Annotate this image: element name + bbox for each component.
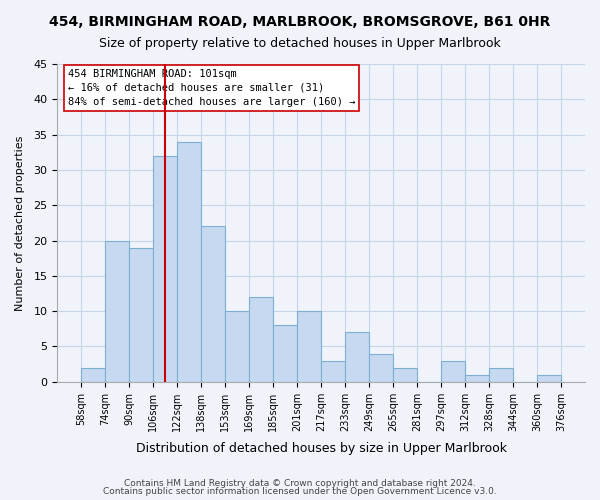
Bar [441,360,465,382]
Bar [489,368,513,382]
Text: 454 BIRMINGHAM ROAD: 101sqm
← 16% of detached houses are smaller (31)
84% of sem: 454 BIRMINGHAM ROAD: 101sqm ← 16% of det… [68,69,355,107]
Text: Contains public sector information licensed under the Open Government Licence v3: Contains public sector information licen… [103,487,497,496]
Bar [297,311,321,382]
Bar [105,240,129,382]
Bar [201,226,225,382]
Bar [273,326,297,382]
Bar [321,360,345,382]
Text: 454, BIRMINGHAM ROAD, MARLBROOK, BROMSGROVE, B61 0HR: 454, BIRMINGHAM ROAD, MARLBROOK, BROMSGR… [49,15,551,29]
Bar [225,311,249,382]
Bar [369,354,393,382]
Bar [537,374,561,382]
Y-axis label: Number of detached properties: Number of detached properties [15,135,25,310]
Bar [129,248,153,382]
Bar [249,297,273,382]
Bar [177,142,201,382]
Bar [465,374,489,382]
X-axis label: Distribution of detached houses by size in Upper Marlbrook: Distribution of detached houses by size … [136,442,506,455]
Text: Contains HM Land Registry data © Crown copyright and database right 2024.: Contains HM Land Registry data © Crown c… [124,478,476,488]
Bar [345,332,369,382]
Bar [81,368,105,382]
Bar [153,156,177,382]
Bar [393,368,417,382]
Text: Size of property relative to detached houses in Upper Marlbrook: Size of property relative to detached ho… [99,38,501,51]
